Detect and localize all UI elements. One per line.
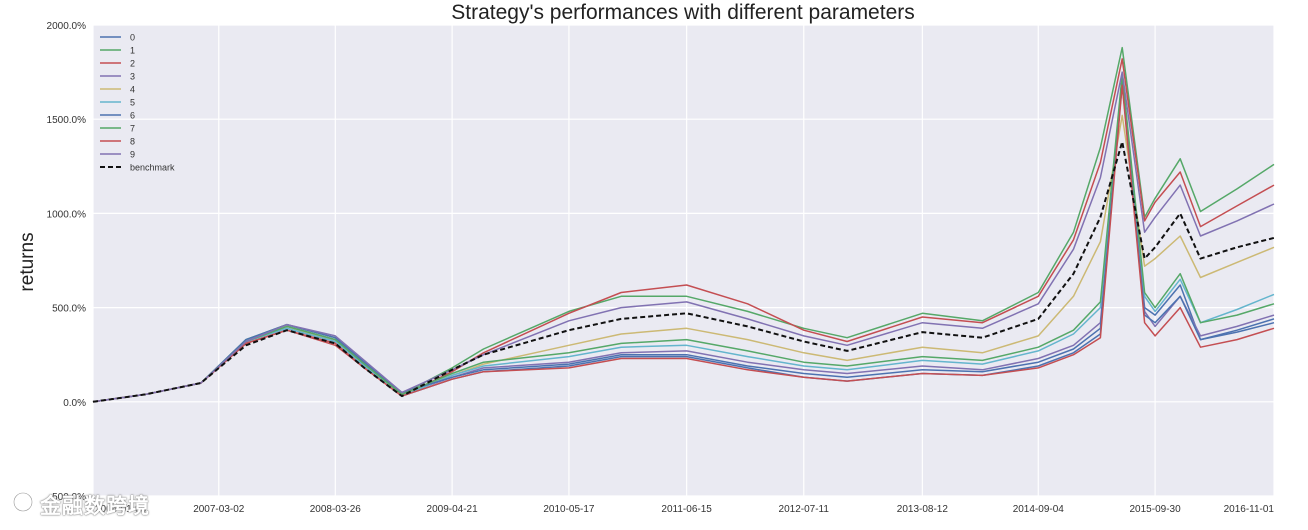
x-tick-label: 2011-06-15 — [661, 504, 712, 515]
legend-label-1: 1 — [130, 46, 135, 56]
legend-label-9: 9 — [130, 150, 135, 160]
legend-label-2: 2 — [130, 59, 135, 69]
y-axis-label: returns — [17, 232, 38, 291]
legend-label-6: 6 — [130, 111, 135, 121]
legend-label-4: 4 — [130, 85, 135, 95]
y-tick-label: 500.0% — [52, 304, 86, 315]
x-tick-label: 2016-11-01 — [1224, 504, 1275, 515]
plot-area: -500.0%0.0%500.0%1000.0%1500.0%2000.0%20… — [47, 21, 1275, 515]
y-tick-label: 1000.0% — [47, 209, 87, 220]
series-line-9 — [92, 71, 1275, 403]
legend-label-benchmark: benchmark — [130, 163, 175, 173]
legend-label-5: 5 — [130, 98, 135, 108]
legend-label-7: 7 — [130, 124, 135, 134]
series-line-5 — [92, 77, 1275, 403]
x-tick-label: 2008-03-26 — [310, 504, 362, 515]
plot-background — [93, 25, 1274, 496]
y-tick-label: 1500.0% — [47, 115, 87, 126]
y-tick-label: -500.0% — [49, 492, 86, 503]
x-tick-label: 2010-05-17 — [543, 504, 595, 515]
series-line-2 — [92, 58, 1275, 403]
chart-title: Strategy's performances with different p… — [451, 1, 915, 24]
y-tick-label: 2000.0% — [47, 21, 87, 32]
y-tick-label: 0.0% — [63, 398, 86, 409]
series-line-8 — [92, 84, 1275, 403]
series-line-7 — [92, 73, 1275, 403]
x-tick-label: 2015-09-30 — [1130, 504, 1182, 515]
series-line-6 — [92, 80, 1275, 403]
legend-label-0: 0 — [130, 33, 135, 43]
x-tick-label: 2006-01-05 — [95, 504, 147, 515]
x-tick-label: 2013-08-12 — [897, 504, 949, 515]
x-tick-label: 2012-07-11 — [779, 504, 830, 515]
x-tick-label: 2009-04-21 — [427, 504, 479, 515]
series-line-4 — [92, 114, 1275, 403]
x-tick-label: 2007-03-02 — [193, 504, 245, 515]
legend-label-8: 8 — [130, 137, 135, 147]
x-tick-label: 2014-09-04 — [1013, 504, 1065, 515]
series-line-benchmark — [92, 140, 1275, 403]
legend-label-3: 3 — [130, 72, 135, 82]
